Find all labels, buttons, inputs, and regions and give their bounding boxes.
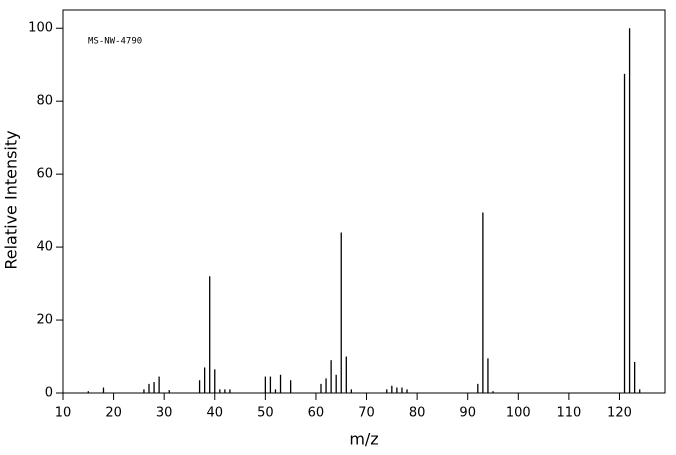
x-tick-label: 30 xyxy=(156,406,173,421)
y-tick-label: 60 xyxy=(36,167,53,182)
x-tick-label: 90 xyxy=(459,406,476,421)
plot-frame xyxy=(62,9,666,394)
x-tick-label: 50 xyxy=(257,406,274,421)
y-tick-label: 20 xyxy=(36,313,53,328)
x-tick-label: 120 xyxy=(607,406,632,421)
x-tick-label: 100 xyxy=(506,406,531,421)
y-tick-label: 100 xyxy=(28,21,53,36)
x-tick-label: 70 xyxy=(358,406,375,421)
y-tick-label: 80 xyxy=(36,94,53,109)
x-tick-label: 60 xyxy=(308,406,325,421)
x-axis-label: m/z xyxy=(349,430,378,449)
x-tick-label: 80 xyxy=(409,406,426,421)
y-tick-label: 0 xyxy=(45,386,53,401)
y-axis-label: Relative Intensity xyxy=(2,130,21,269)
y-tick-label: 40 xyxy=(36,240,53,255)
x-tick-label: 40 xyxy=(206,406,223,421)
x-tick-label: 20 xyxy=(105,406,122,421)
x-tick-label: 10 xyxy=(55,406,72,421)
annotation: MS-NW-4790 xyxy=(88,37,142,47)
x-tick-label: 110 xyxy=(556,406,581,421)
